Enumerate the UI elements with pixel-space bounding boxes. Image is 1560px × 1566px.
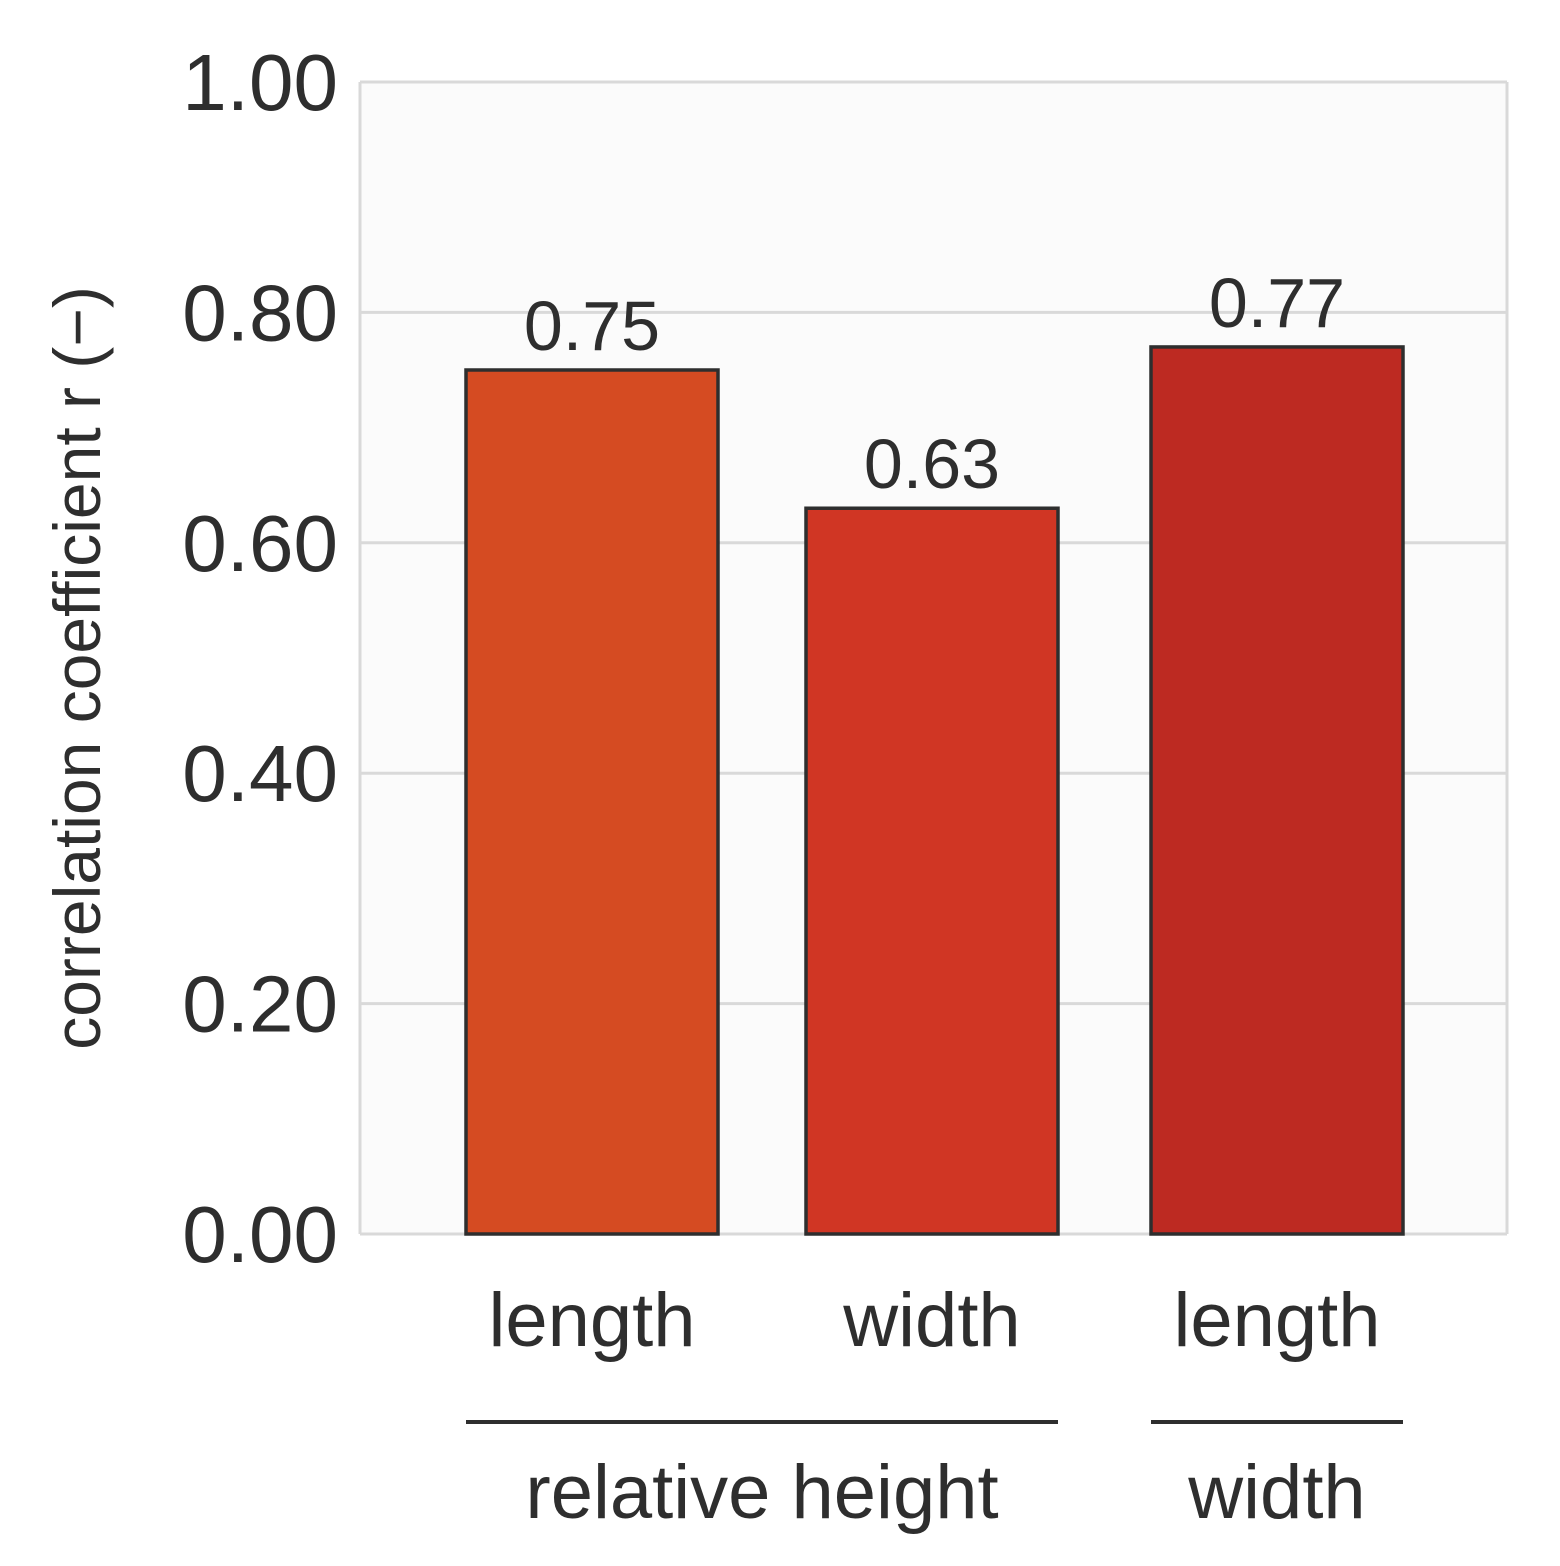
y-tick-label: 0.20 (182, 960, 338, 1049)
y-axis-title: correlation coefficient r (−) (40, 286, 114, 1050)
bars (464, 345, 1405, 1236)
y-tick-label: 0.60 (182, 499, 338, 588)
y-axis-ticks: 0.00 0.20 0.40 0.60 0.80 1.00 (182, 38, 338, 1279)
group-label: relative height (525, 1450, 998, 1535)
x-axis-categories: length width length (488, 1278, 1380, 1363)
y-tick-label: 0.40 (182, 729, 338, 818)
x-category-label: width (842, 1278, 1020, 1363)
x-category-label: length (1173, 1278, 1380, 1363)
data-label: 0.77 (1209, 264, 1345, 342)
data-label: 0.75 (524, 287, 660, 365)
data-label: 0.63 (864, 425, 1000, 503)
data-labels: 0.75 0.63 0.77 (524, 264, 1345, 503)
y-tick-label: 0.80 (182, 268, 338, 357)
y-tick-label: 0.00 (182, 1190, 338, 1279)
bar (804, 506, 1060, 1236)
category-groups: relative height width (466, 1420, 1403, 1535)
x-category-label: length (488, 1278, 695, 1363)
bar (1149, 345, 1405, 1236)
group-label: width (1187, 1450, 1365, 1535)
y-tick-label: 1.00 (182, 38, 338, 127)
bar (464, 368, 720, 1236)
